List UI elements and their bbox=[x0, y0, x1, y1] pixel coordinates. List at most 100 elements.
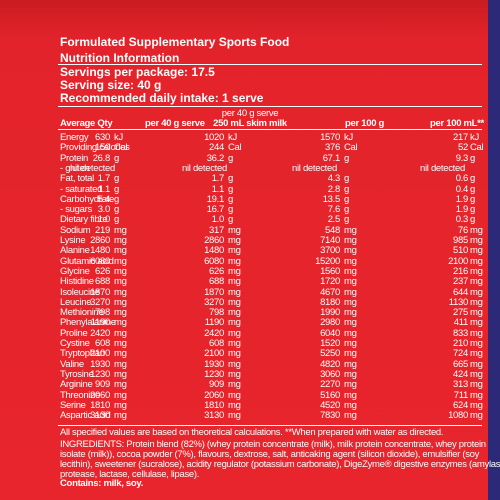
cell-value: 2860 bbox=[90, 235, 110, 246]
cell-unit: mg bbox=[228, 348, 241, 360]
row-name: Proline bbox=[60, 327, 88, 339]
cell-unit: mg bbox=[344, 317, 357, 329]
row-name: Glycine bbox=[60, 265, 90, 277]
cell-value: 1.0 bbox=[211, 214, 225, 226]
cell-unit: mg bbox=[228, 327, 241, 339]
cell-value: 1990 bbox=[320, 307, 340, 319]
cell-value: 8180 bbox=[320, 296, 340, 308]
row-name: Phenylalanine bbox=[60, 317, 116, 329]
cell-value: 0.6 bbox=[455, 173, 469, 185]
cell-unit: mg bbox=[114, 307, 127, 319]
row-name: Methionine bbox=[60, 307, 104, 319]
cell-unit: mg bbox=[470, 245, 483, 257]
cell-value: 2980 bbox=[320, 317, 340, 329]
cell-value: 624 bbox=[453, 399, 468, 411]
cell-unit: mg bbox=[228, 368, 241, 380]
row-name: Energy bbox=[60, 132, 89, 143]
cell-value: 3060 bbox=[320, 368, 340, 380]
cell-value: 724 bbox=[453, 348, 468, 360]
cell-value: 630 bbox=[95, 132, 110, 143]
cell-value: 2270 bbox=[320, 379, 340, 391]
cell-unit: mg bbox=[114, 224, 127, 236]
row-name: Threonine bbox=[60, 389, 101, 401]
cell-value: 1930 bbox=[90, 358, 110, 370]
cell-unit: mg bbox=[114, 358, 127, 370]
title: Formulated Supplementary Sports Food bbox=[60, 35, 290, 49]
cell-unit: mg bbox=[228, 286, 241, 298]
cell-value: 6040 bbox=[320, 327, 340, 339]
cell-value: 1230 bbox=[90, 368, 110, 380]
cell-unit: mg bbox=[470, 389, 483, 401]
ingredients-line: protease, lactase, cellulase, lipase). bbox=[60, 469, 200, 480]
cell-value: 1020 bbox=[204, 132, 224, 143]
cell-value: 313 bbox=[453, 379, 468, 391]
cell-unit: mg bbox=[470, 348, 483, 360]
cell-unit: g bbox=[228, 214, 233, 226]
row-name: - saturated bbox=[60, 183, 103, 195]
cell-unit: mg bbox=[114, 410, 127, 422]
cell-unit: mg bbox=[114, 327, 127, 339]
cell-value: 1810 bbox=[90, 399, 110, 411]
cell-value: 2.5 bbox=[327, 214, 341, 226]
cell-value: 665 bbox=[453, 358, 468, 370]
cell-unit: mg bbox=[344, 307, 357, 319]
cell-unit: mg bbox=[114, 348, 127, 360]
cell-unit: g bbox=[470, 183, 475, 195]
cell-unit: mg bbox=[470, 307, 483, 319]
cell-value: 1230 bbox=[204, 368, 224, 380]
cell-value: 275 bbox=[453, 307, 468, 319]
cell-value: 6080 bbox=[90, 255, 110, 267]
cell-unit: mg bbox=[114, 379, 127, 391]
column-group-header: per 40 g serve bbox=[221, 108, 279, 119]
cell-unit: Cal bbox=[114, 142, 128, 154]
cell-unit: mg bbox=[344, 245, 357, 257]
cell-value: 1560 bbox=[320, 265, 340, 277]
rule bbox=[58, 425, 482, 426]
cell-unit: mg bbox=[470, 255, 483, 267]
cell-value: 376 bbox=[325, 142, 340, 154]
cell-unit: mg bbox=[470, 358, 483, 370]
row-name: Carbohydrate bbox=[60, 193, 114, 205]
cell-unit: mg bbox=[344, 224, 357, 236]
cell-unit: g bbox=[228, 204, 233, 216]
row-name: Cystine bbox=[60, 338, 90, 349]
cell-value: 1.0 bbox=[97, 214, 111, 226]
cell-unit: mg bbox=[344, 368, 357, 380]
cell-unit: mg bbox=[470, 317, 483, 329]
cell-value: 1190 bbox=[204, 317, 225, 329]
cell-value: 909 bbox=[95, 379, 110, 391]
ingredients-line: INGREDIENTS: Protein blend (82%) (whey p… bbox=[60, 439, 486, 450]
cell-value: 411 bbox=[453, 317, 469, 329]
cell-unit: mg bbox=[114, 296, 127, 308]
cell-unit: mg bbox=[344, 255, 357, 267]
cell-value: 317 bbox=[209, 224, 224, 236]
row-name: Serine bbox=[60, 399, 86, 411]
column-header: per 100 g bbox=[345, 118, 385, 129]
cell-value: 5.4 bbox=[97, 193, 111, 205]
cell-unit: mg bbox=[470, 224, 483, 236]
cell-unit: mg bbox=[344, 327, 357, 339]
rule bbox=[58, 106, 482, 107]
nil-value: nil detected bbox=[292, 162, 337, 174]
row-name: Aspartic acid bbox=[60, 410, 111, 422]
cell-unit: mg bbox=[344, 410, 357, 422]
cell-value: 19.1 bbox=[206, 193, 225, 205]
cell-unit: mg bbox=[470, 338, 483, 349]
cell-unit: mg bbox=[228, 317, 241, 329]
cell-value: 644 bbox=[453, 286, 468, 298]
cell-value: 1080 bbox=[448, 410, 468, 422]
row-name: Arginine bbox=[60, 379, 93, 391]
cell-value: 608 bbox=[95, 338, 110, 349]
ingredients-line: isolate (milk)), cocoa powder (7%), flav… bbox=[60, 449, 480, 460]
cell-unit: g bbox=[228, 183, 233, 195]
rule bbox=[58, 64, 482, 65]
row-name: Lysine bbox=[60, 235, 86, 246]
cell-unit: g bbox=[344, 173, 349, 185]
cell-value: 1.9 bbox=[455, 204, 469, 216]
cell-value: 626 bbox=[209, 265, 224, 277]
cell-value: 2.8 bbox=[327, 183, 341, 195]
cell-unit: g bbox=[344, 152, 349, 164]
cell-value: 216 bbox=[453, 265, 468, 277]
cell-unit: mg bbox=[228, 307, 241, 319]
cell-value: 3270 bbox=[204, 296, 224, 308]
